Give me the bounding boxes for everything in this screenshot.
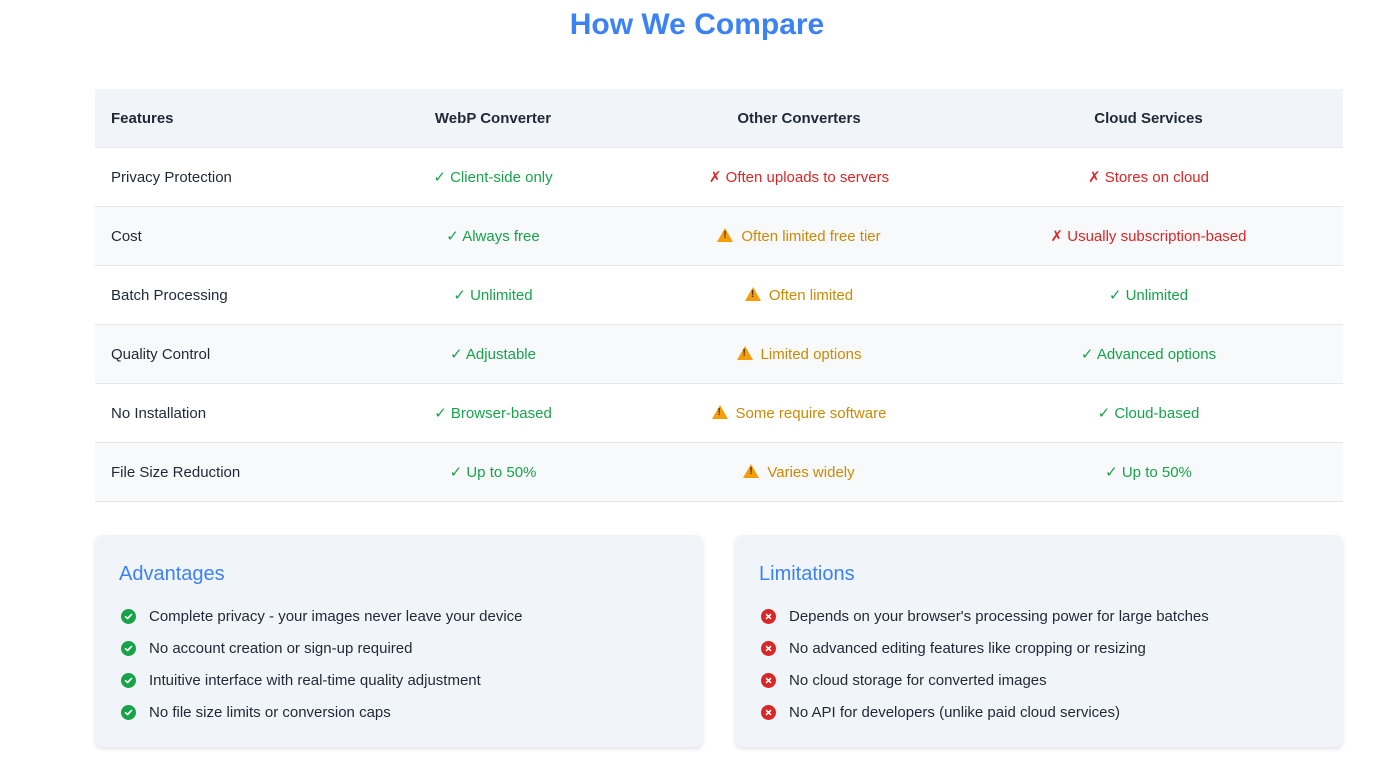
advantages-card: Advantages Complete privacy - your image… <box>95 535 703 747</box>
other-cell-text: Varies widely <box>767 463 855 481</box>
check-circle-icon <box>121 608 136 624</box>
other-cell: ✗ Often uploads to servers <box>644 147 954 207</box>
header-webp-converter: WebP Converter <box>434 109 552 127</box>
advantages-title: Advantages <box>119 563 225 585</box>
x-circle-icon <box>761 704 776 720</box>
feature-name: Privacy Protection <box>95 147 342 207</box>
other-cell-text: Often limited free tier <box>741 227 881 245</box>
webp-cell: ✓ Unlimited <box>342 265 644 325</box>
warning-icon <box>717 227 734 242</box>
feature-name: No Installation <box>95 383 342 443</box>
x-circle-icon <box>761 672 776 688</box>
feature-name: Batch Processing <box>95 265 342 325</box>
table-row: Cost ✓ Always free Often limited free ti… <box>95 206 1343 266</box>
other-cell: Often limited free tier <box>644 206 954 266</box>
advantage-text: Complete privacy - your images never lea… <box>149 607 523 625</box>
advantage-text: No file size limits or conversion caps <box>149 703 391 721</box>
limitations-title: Limitations <box>759 563 855 585</box>
warning-icon <box>743 463 760 478</box>
feature-name: Cost <box>95 206 342 266</box>
limitation-text: No advanced editing features like croppi… <box>789 639 1146 657</box>
page-title: How We Compare <box>569 8 825 41</box>
list-item: Complete privacy - your images never lea… <box>119 600 679 632</box>
webp-cell: ✓ Up to 50% <box>342 442 644 502</box>
webp-cell: ✓ Adjustable <box>342 324 644 384</box>
x-circle-icon <box>761 608 776 624</box>
cloud-cell: ✗ Usually subscription-based <box>954 206 1343 266</box>
table-header-row: Features WebP Converter Other Converters… <box>95 89 1343 148</box>
warning-icon <box>744 286 761 301</box>
pros-cons-section: Advantages Complete privacy - your image… <box>95 535 1343 747</box>
list-item: No advanced editing features like croppi… <box>759 632 1319 664</box>
other-cell-text: Some require software <box>735 404 887 422</box>
header-cloud-services: Cloud Services <box>1094 109 1203 127</box>
warning-icon <box>736 345 753 360</box>
advantage-text: Intuitive interface with real-time quali… <box>149 671 481 689</box>
other-cell: Varies widely <box>644 442 954 502</box>
other-cell: Often limited <box>644 265 954 325</box>
other-cell: Some require software <box>644 383 954 443</box>
list-item: No cloud storage for converted images <box>759 664 1319 696</box>
webp-cell: ✓ Always free <box>342 206 644 266</box>
table-row: No Installation ✓ Browser-based Some req… <box>95 383 1343 443</box>
feature-name: Quality Control <box>95 324 342 384</box>
limitations-list: Depends on your browser's processing pow… <box>759 600 1319 728</box>
table-row: Batch Processing ✓ Unlimited Often limit… <box>95 265 1343 325</box>
cloud-cell: ✓ Cloud-based <box>954 383 1343 443</box>
check-circle-icon <box>121 640 136 656</box>
limitation-text: No cloud storage for converted images <box>789 671 1047 689</box>
limitation-text: No API for developers (unlike paid cloud… <box>789 703 1120 721</box>
limitations-card: Limitations Depends on your browser's pr… <box>735 535 1343 747</box>
feature-name: File Size Reduction <box>95 442 342 502</box>
list-item: No API for developers (unlike paid cloud… <box>759 696 1319 728</box>
advantages-list: Complete privacy - your images never lea… <box>119 600 679 728</box>
list-item: No account creation or sign-up required <box>119 632 679 664</box>
comparison-table: Features WebP Converter Other Converters… <box>95 89 1343 502</box>
list-item: Depends on your browser's processing pow… <box>759 600 1319 632</box>
table-row: Quality Control ✓ Adjustable Limited opt… <box>95 324 1343 384</box>
x-circle-icon <box>761 640 776 656</box>
advantage-text: No account creation or sign-up required <box>149 639 413 657</box>
webp-cell: ✓ Browser-based <box>342 383 644 443</box>
header-features: Features <box>111 109 174 127</box>
check-circle-icon <box>121 672 136 688</box>
other-cell-text: Often limited <box>768 286 854 304</box>
header-other-converters: Other Converters <box>737 109 861 127</box>
table-row: File Size Reduction ✓ Up to 50% Varies w… <box>95 442 1343 502</box>
cloud-cell: ✓ Advanced options <box>954 324 1343 384</box>
warning-icon <box>711 404 728 419</box>
cloud-cell: ✓ Up to 50% <box>954 442 1343 502</box>
list-item: No file size limits or conversion caps <box>119 696 679 728</box>
other-cell-text: Limited options <box>760 345 862 363</box>
cloud-cell: ✗ Stores on cloud <box>954 147 1343 207</box>
table-row: Privacy Protection ✓ Client-side only ✗ … <box>95 147 1343 207</box>
comparison-table-container: Features WebP Converter Other Converters… <box>95 89 1343 502</box>
other-cell: Limited options <box>644 324 954 384</box>
webp-cell: ✓ Client-side only <box>342 147 644 207</box>
limitation-text: Depends on your browser's processing pow… <box>789 607 1209 625</box>
cloud-cell: ✓ Unlimited <box>954 265 1343 325</box>
check-circle-icon <box>121 704 136 720</box>
list-item: Intuitive interface with real-time quali… <box>119 664 679 696</box>
